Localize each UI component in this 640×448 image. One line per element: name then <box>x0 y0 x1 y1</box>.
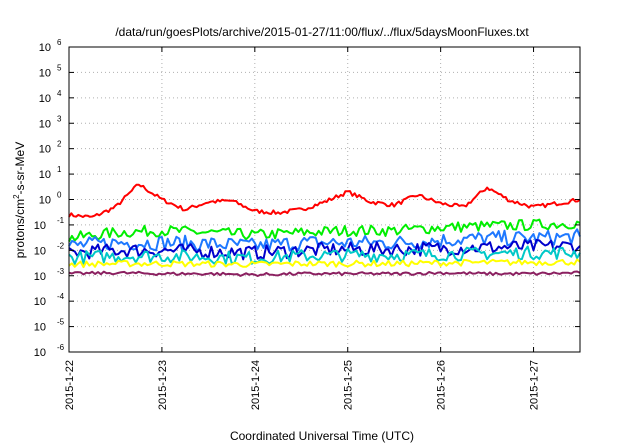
y-axis-label-superscript: 2 <box>12 194 21 199</box>
y-tick-label: 10 -3 <box>34 267 65 283</box>
x-tick-label: 2015-1-27 <box>529 360 541 410</box>
y-tick-label: 10 -6 <box>34 343 65 359</box>
y-tick-label-base: 10 <box>34 296 46 308</box>
y-tick-label: 10 3 <box>39 114 62 130</box>
y-tick-label: 10 -5 <box>34 318 65 334</box>
y-axis-label: protons/cm2-s-sr-MeV <box>12 142 27 258</box>
y-tick-label-exponent: -2 <box>57 241 65 250</box>
y-tick-label-base: 10 <box>34 271 46 283</box>
x-tick-label: 2015-1-23 <box>157 360 169 410</box>
y-tick-label: 10 -4 <box>34 292 65 308</box>
y-axis-label-rest: -s-sr-MeV <box>13 142 27 195</box>
y-tick-label-base: 10 <box>39 118 51 130</box>
y-tick-label-base: 10 <box>34 347 46 359</box>
series-line-7 <box>68 270 581 277</box>
x-ticks: 2015-1-22 2015-1-23 2015-1-24 2015-1-25 2015… <box>64 47 541 410</box>
series-line-4 <box>68 239 581 261</box>
y-tick-label: 10 2 <box>39 140 62 156</box>
x-axis-label: Coordinated Universal Time (UTC) <box>230 429 414 443</box>
x-tick-label: 2015-1-25 <box>343 360 355 410</box>
series-line-2 <box>68 218 581 242</box>
y-tick-label-exponent: -3 <box>57 267 65 276</box>
series-line-5 <box>68 245 581 265</box>
y-tick-label: 10 -1 <box>34 216 65 232</box>
y-tick-label: 10 6 <box>39 38 62 54</box>
y-tick-label-base: 10 <box>34 245 46 257</box>
y-tick-label-exponent: 0 <box>57 191 62 200</box>
y-tick-label-base: 10 <box>39 42 51 54</box>
x-tick-label: 2015-1-22 <box>64 360 76 410</box>
y-tick-label-exponent: -1 <box>57 216 65 225</box>
y-tick-label-base: 10 <box>39 144 51 156</box>
series-line-1 <box>68 183 581 218</box>
y-tick-label-exponent: -6 <box>57 343 65 352</box>
y-tick-label-base: 10 <box>39 67 51 79</box>
x-tick-label: 2015-1-26 <box>436 360 448 410</box>
y-tick-label: 10 1 <box>39 165 62 181</box>
y-tick-label-exponent: 1 <box>57 165 62 174</box>
grid-lines <box>68 46 580 353</box>
series-line-6 <box>68 258 581 269</box>
y-tick-label-base: 10 <box>34 220 46 232</box>
y-tick-label: 10 4 <box>39 89 62 105</box>
y-tick-label: 10 5 <box>39 63 62 79</box>
y-tick-label-exponent: 4 <box>57 89 62 98</box>
y-ticks: 10 6 10 5 10 4 10 3 10 2 10 1 10 0 10 -1 10 -2 10 -3 10 -4 10 -… <box>34 38 580 359</box>
series-line-3 <box>68 228 581 252</box>
y-tick-label-exponent: 5 <box>57 63 62 72</box>
y-tick-label: 10 -2 <box>34 241 65 257</box>
series-lines <box>68 183 581 277</box>
y-tick-label-exponent: 3 <box>57 114 62 123</box>
y-tick-label-base: 10 <box>39 195 51 207</box>
y-tick-label: 10 0 <box>39 191 62 207</box>
y-tick-label-exponent: -5 <box>57 318 65 327</box>
y-axis-label-base: protons/cm <box>13 199 27 258</box>
y-tick-label-exponent: 6 <box>57 38 62 47</box>
y-tick-label-exponent: -4 <box>57 292 65 301</box>
x-tick-label: 2015-1-24 <box>250 360 262 410</box>
y-tick-label-base: 10 <box>39 169 51 181</box>
chart-title: /data/run/goesPlots/archive/2015-01-27/1… <box>115 25 529 39</box>
y-tick-label-base: 10 <box>34 322 46 334</box>
y-tick-label-exponent: 2 <box>57 140 62 149</box>
y-tick-label-base: 10 <box>39 93 51 105</box>
